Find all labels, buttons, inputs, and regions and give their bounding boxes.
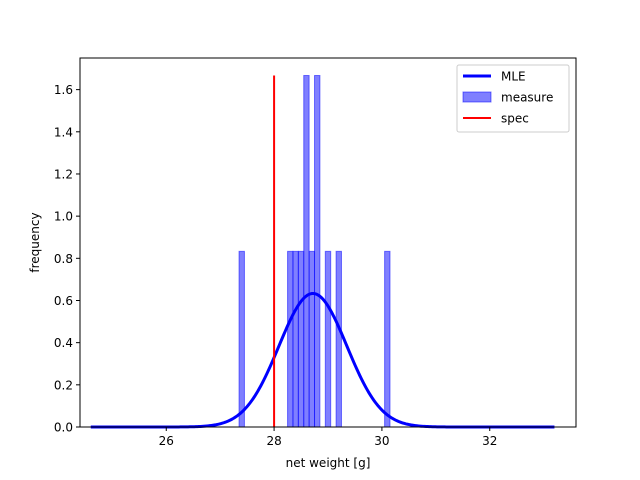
axes-frame [79, 57, 577, 428]
histogram-bar-9 [384, 250, 391, 428]
y-tick-label: 0.6 [54, 294, 73, 308]
legend-measure-swatch [462, 91, 492, 103]
histogram-bar-8 [335, 250, 342, 428]
y-tick-label: 0.8 [54, 252, 73, 266]
y-tick-label: 0.0 [54, 421, 73, 435]
histogram-bar-7 [324, 250, 332, 428]
legend-mle-label: MLE [501, 70, 526, 84]
x-tick-label: 26 [159, 434, 174, 448]
histogram-bar-0 [238, 250, 245, 428]
histogram-bar-3 [297, 250, 305, 428]
histogram-bar-5 [308, 250, 316, 428]
x-tick-label: 30 [374, 434, 389, 448]
legend-spec-label: spec [501, 112, 529, 126]
x-tick-label: 28 [266, 434, 281, 448]
y-tick-label: 1.6 [54, 83, 73, 97]
x-axis-ticks: 26 28 30 32 [159, 427, 497, 448]
x-axis-label: net weight [g] [286, 456, 371, 470]
y-tick-label: 1.2 [54, 167, 73, 181]
legend-box [456, 64, 570, 133]
x-tick-label: 32 [482, 434, 497, 448]
y-axis-label: frequency [28, 212, 42, 272]
y-tick-label: 1.4 [54, 125, 73, 139]
y-tick-label: 0.2 [54, 378, 73, 392]
histogram-bar-1 [287, 250, 294, 428]
legend: MLE measure spec [456, 64, 570, 133]
histogram-bar-4 [303, 75, 310, 428]
y-axis-ticks: 0.0 0.2 0.4 0.6 0.8 1.0 1.2 1.4 1.6 [54, 83, 80, 435]
y-tick-label: 1.0 [54, 210, 73, 224]
y-tick-label: 0.4 [54, 336, 73, 350]
histogram-bar-6 [314, 75, 321, 428]
histogram-bar-2 [292, 250, 299, 428]
legend-measure-label: measure [501, 91, 553, 105]
